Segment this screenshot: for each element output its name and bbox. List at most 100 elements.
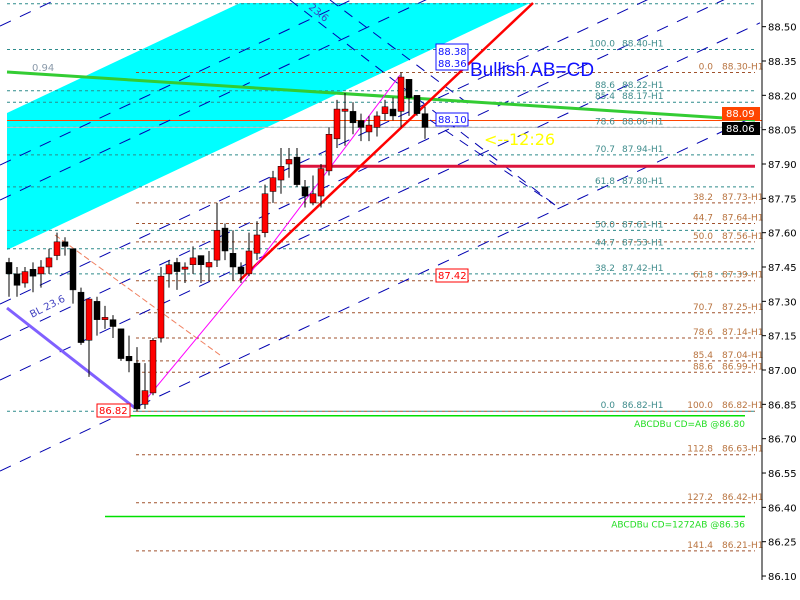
bull-candle xyxy=(277,166,285,181)
bid-price-tag xyxy=(722,107,760,120)
channel-fill xyxy=(7,3,530,250)
box-low-frame xyxy=(96,403,131,418)
bull-candle xyxy=(285,159,293,165)
box-current-frame xyxy=(435,112,469,127)
bull-candle xyxy=(309,193,317,204)
bull-candle xyxy=(333,108,341,140)
teal-level-pct: 44.7 xyxy=(595,239,615,249)
purple-trendline xyxy=(6,306,136,410)
bear-candle xyxy=(237,266,245,275)
bear-candle xyxy=(405,79,413,98)
brown-level-pct: 44.7 xyxy=(693,214,713,224)
brown-level-value: 86.82-H1 xyxy=(722,401,764,411)
teal-level-value: 87.53-H1 xyxy=(622,239,664,249)
bull-candle xyxy=(341,108,349,112)
bull-candle xyxy=(53,241,61,256)
bear-candle xyxy=(349,111,357,124)
axis-tick-label: 87.60 xyxy=(768,229,797,240)
bull-candle xyxy=(261,193,269,233)
bull-candle xyxy=(397,76,405,112)
red-trendline xyxy=(239,2,534,281)
bear-candle xyxy=(125,356,133,362)
teal-level-value: 88.06-H1 xyxy=(622,117,664,127)
fib-levels xyxy=(7,3,762,552)
price-axis: 88.50 88.35 88.20 88.05 87.90 87.75 87.60 87.45… xyxy=(761,0,797,583)
axis-tick-label: 86.25 xyxy=(768,538,797,549)
pitchfork-line xyxy=(0,0,725,341)
brown-level-value: 88.30-H1 xyxy=(722,62,764,72)
bull-candle xyxy=(381,106,389,114)
brown-level-pct: 112.8 xyxy=(687,445,713,455)
box-c-point: 87.42 xyxy=(438,271,467,282)
bull-candle xyxy=(165,264,173,275)
brown-level-value: 87.39-H1 xyxy=(722,271,764,281)
box-low: 86.82 xyxy=(99,406,128,417)
teal-level-pct: 70.7 xyxy=(595,145,615,155)
pattern-title: Bullish AB=CD xyxy=(470,60,594,81)
brown-level-value: 87.73-H1 xyxy=(722,193,764,203)
brown-level-value: 86.42-H1 xyxy=(722,493,764,503)
bull-candle xyxy=(45,257,53,268)
bear-candle xyxy=(197,255,205,265)
pitchfork-line xyxy=(0,22,761,381)
bear-candle xyxy=(229,253,237,268)
bull-candle xyxy=(205,262,213,268)
brown-level-value: 87.64-H1 xyxy=(722,214,764,224)
axis-tick-label: 87.45 xyxy=(768,263,797,274)
axis-tick-label: 88.20 xyxy=(768,91,797,102)
axis-tick-label: 87.90 xyxy=(768,160,797,171)
teal-level-pct: 85.4 xyxy=(595,92,615,102)
teal-level-pct: 78.6 xyxy=(595,117,615,127)
bull-candle xyxy=(141,390,149,405)
bull-candle xyxy=(149,340,157,394)
brown-level-pct: 100.0 xyxy=(687,401,713,411)
axis-tick-label: 88.35 xyxy=(768,57,797,68)
bull-candle xyxy=(253,234,261,254)
last-price-tag xyxy=(722,122,760,135)
level-labels: 100.0 88.40-H1 88.6 88.22-H1 85.4 88.17-H1 78.… xyxy=(589,40,763,551)
axis-tick-label: 88.50 xyxy=(768,23,797,34)
brown-level-pct: 127.2 xyxy=(687,493,713,503)
bull-candle xyxy=(245,250,253,275)
bull-candle xyxy=(213,230,221,261)
axis-tick-label: 87.15 xyxy=(768,332,797,343)
brown-level-value: 87.04-H1 xyxy=(722,351,764,361)
ratio-label: 0.94 xyxy=(32,63,54,74)
abcd-target-label: ABCDBu CD=AB @86.80 xyxy=(634,420,745,430)
box-c-frame xyxy=(435,268,469,283)
bear-candle xyxy=(77,291,85,343)
teal-level-value: 88.17-H1 xyxy=(622,92,664,102)
bear-candle xyxy=(389,108,397,117)
brown-level-pct: 38.2 xyxy=(693,193,713,203)
brown-level-value: 86.21-H1 xyxy=(722,541,764,551)
bear-candle xyxy=(61,241,69,247)
bull-candle xyxy=(365,124,373,133)
brown-level-pct: 78.6 xyxy=(693,328,713,338)
fan-line xyxy=(429,119,556,206)
bear-candle xyxy=(69,248,77,291)
axis-tick-label: 86.85 xyxy=(768,400,797,411)
countdown-label: <--12:26 xyxy=(484,130,555,149)
bear-candle xyxy=(173,262,181,272)
last-price-tag-text: 88.06 xyxy=(726,124,755,135)
bear-candle xyxy=(93,301,101,320)
box-high-b: 88.36 xyxy=(438,59,467,70)
teal-level-value: 87.80-H1 xyxy=(622,177,664,187)
teal-level-pct: 0.0 xyxy=(601,401,616,411)
teal-level-value: 88.22-H1 xyxy=(622,81,664,91)
bid-price-tag-text: 88.09 xyxy=(726,109,755,120)
bear-candle xyxy=(293,156,301,185)
axis-tick-label: 86.70 xyxy=(768,435,797,446)
brown-level-value: 86.63-H1 xyxy=(722,445,764,455)
teal-level-value: 88.40-H1 xyxy=(622,40,664,50)
axis-tick-label: 86.10 xyxy=(768,572,797,583)
brown-level-value: 87.14-H1 xyxy=(722,328,764,338)
median-line xyxy=(54,234,221,356)
bull-candle xyxy=(325,133,333,172)
brown-level-pct: 50.0 xyxy=(693,232,713,242)
teal-level-pct: 100.0 xyxy=(589,40,615,50)
bull-candle xyxy=(181,266,189,270)
box-current: 88.10 xyxy=(438,115,467,126)
